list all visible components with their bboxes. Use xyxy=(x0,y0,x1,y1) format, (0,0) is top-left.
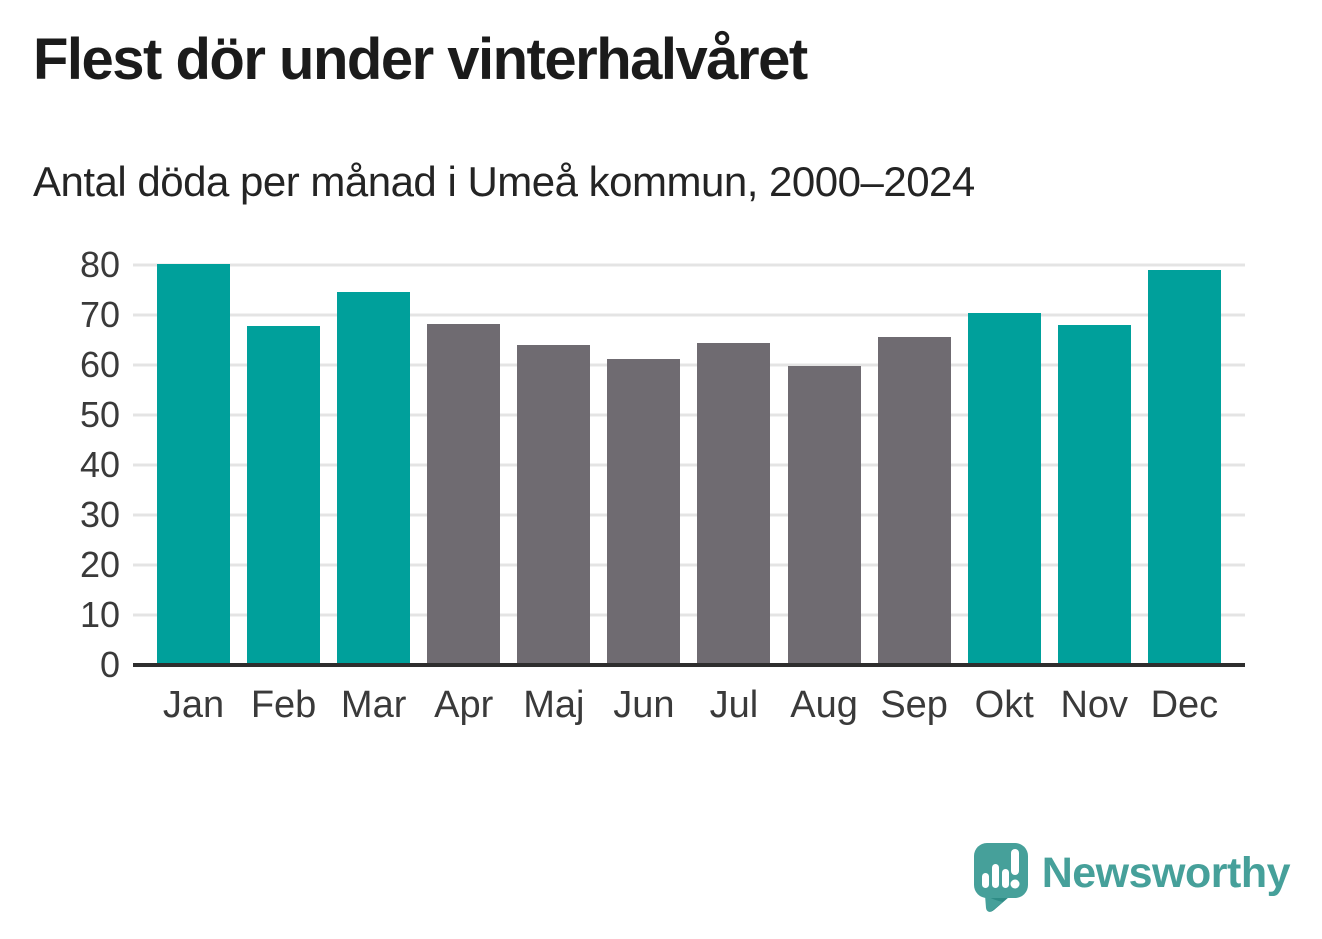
newsworthy-logo-icon xyxy=(973,843,1029,917)
bar-sep xyxy=(877,336,951,665)
bar-maj xyxy=(517,345,591,665)
x-tick-label-mar: Mar xyxy=(340,684,407,726)
gridline-80 xyxy=(133,263,1245,267)
x-tick-label-sep: Sep xyxy=(880,684,948,726)
bar-mar xyxy=(337,292,411,665)
x-tick-label-dec: Dec xyxy=(1150,684,1219,726)
bars-container xyxy=(133,264,1245,665)
gridline-60 xyxy=(133,363,1245,367)
y-tick-label-80: 80 xyxy=(79,244,120,285)
bar-okt xyxy=(967,313,1041,665)
y-tick-label-30: 30 xyxy=(79,494,120,535)
bar-aug xyxy=(787,365,861,665)
x-tick-label-jun: Jun xyxy=(613,684,675,726)
x-tick-label-okt: Okt xyxy=(974,684,1034,726)
bar-feb xyxy=(247,325,321,665)
gridline-10 xyxy=(133,613,1245,617)
plot-area xyxy=(133,263,1245,667)
x-tick-label-feb: Feb xyxy=(250,684,317,726)
gridline-30 xyxy=(133,513,1245,517)
y-tick-label-70: 70 xyxy=(79,294,120,335)
x-tick-label-jul: Jul xyxy=(709,684,759,726)
gridline-50 xyxy=(133,413,1245,417)
y-tick-label-0: 0 xyxy=(99,644,120,685)
x-tick-label-apr: Apr xyxy=(434,684,494,726)
chart-title: Flest dör under vinterhalvåret xyxy=(33,27,808,92)
bar-dec xyxy=(1147,270,1221,665)
x-axis-line xyxy=(133,663,1245,667)
bar-apr xyxy=(427,323,501,665)
bar-jul xyxy=(697,343,771,665)
bar-jan xyxy=(157,264,230,665)
y-tick-label-10: 10 xyxy=(79,594,120,635)
y-tick-label-40: 40 xyxy=(79,444,120,485)
y-tick-label-20: 20 xyxy=(79,544,120,585)
x-tick-label-jan: Jan xyxy=(162,684,225,726)
bar-nov xyxy=(1057,325,1131,665)
y-axis-tick-labels: 0 10 20 30 40 50 60 70 80 xyxy=(0,247,120,683)
gridline-40 xyxy=(133,463,1245,467)
y-tick-label-60: 60 xyxy=(79,344,120,385)
brand-footer: Newsworthy xyxy=(973,843,1291,917)
x-axis-tick-labels: Jan Feb Mar Apr Maj Jun Jul Aug Sep Okt Nov Dec xyxy=(133,684,1245,727)
x-tick-label-maj: Maj xyxy=(523,684,585,726)
x-tick-label-aug: Aug xyxy=(790,684,858,726)
x-tick-label-nov: Nov xyxy=(1060,684,1129,726)
y-tick-label-50: 50 xyxy=(79,394,120,435)
chart-subtitle: Antal döda per månad i Umeå kommun, 2000… xyxy=(33,158,975,205)
gridline-70 xyxy=(133,313,1245,317)
gridline-20 xyxy=(133,563,1245,567)
bar-jun xyxy=(607,359,681,665)
newsworthy-logo-text: Newsworthy xyxy=(1041,848,1291,897)
